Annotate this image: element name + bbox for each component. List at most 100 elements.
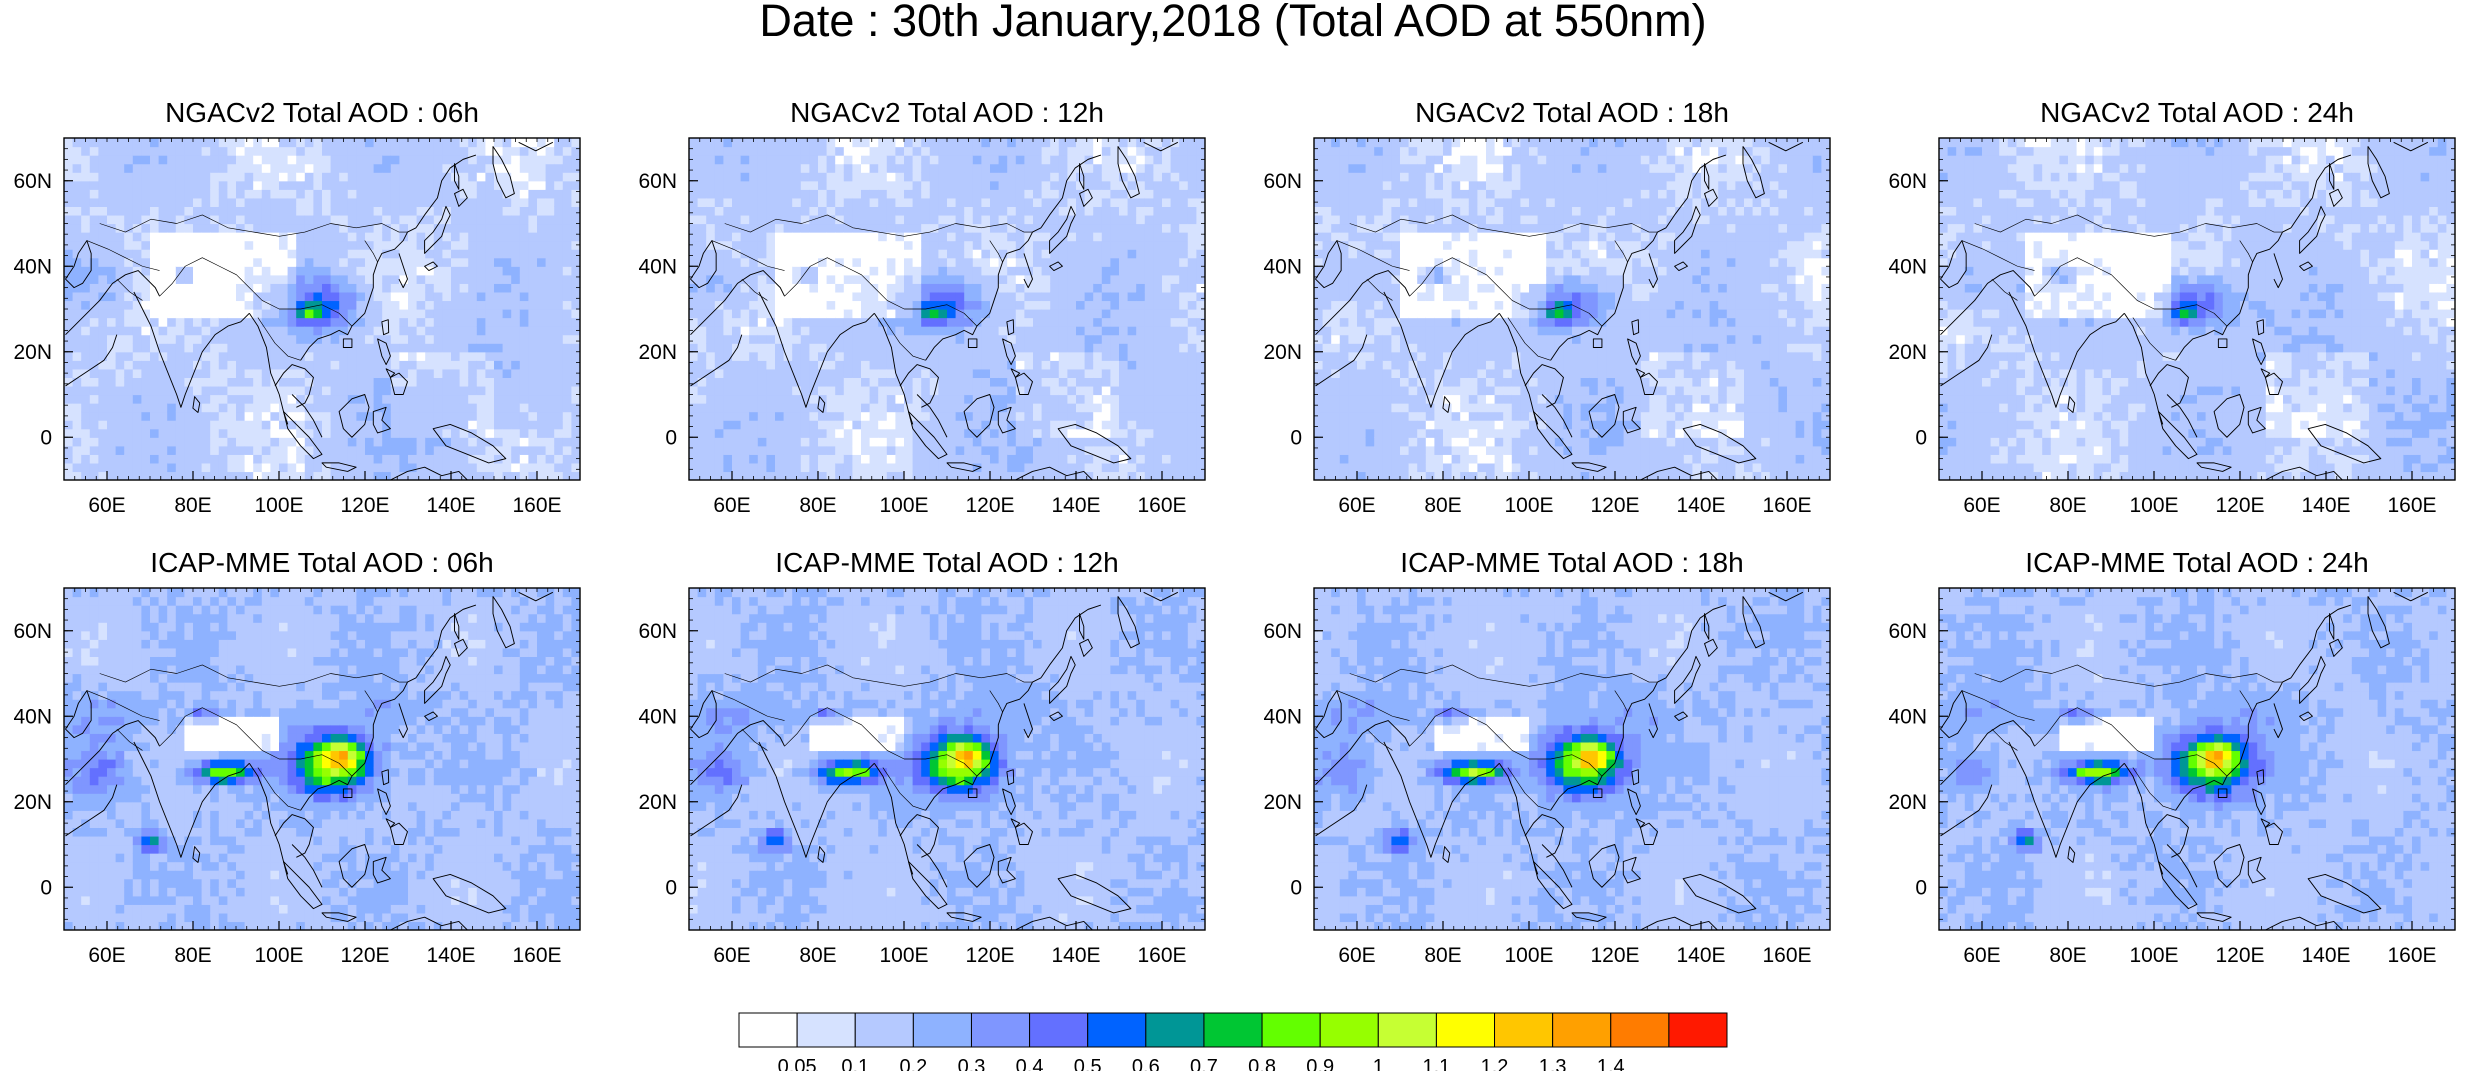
lon-tick-label: 100E [254,944,303,967]
lon-tick-label: 140E [2301,944,2350,967]
colorbar-swatch [1319,1012,1379,1048]
lon-tick-label: 160E [512,944,561,967]
lon-tick-label: 60E [1338,494,1375,517]
map-panel: NGACv2 Total AOD : 18h 60E 80E 100E 120E 140E… [1263,97,1831,517]
lat-tick-label: 40N [1263,255,1302,278]
lon-tick-label: 100E [2129,944,2178,967]
lon-tick-label: 140E [2301,494,2350,517]
lon-tick-label: 160E [1762,944,1811,967]
map-panel: ICAP-MME Total AOD : 12h 60E 80E 100E 120E 14… [638,547,1206,967]
lon-tick-label: 120E [340,494,389,517]
colorbar-label: 0.4 [1016,1056,1044,1071]
lat-tick-label: 20N [1888,341,1927,364]
aod-field [64,588,580,930]
colorbar-label: 1.1 [1423,1056,1451,1071]
colorbar: 0.05 0.1 0.2 0.3 0.4 0.5 0.6 0.7 0.8 0.9 1 1.1 1.2 1.… [738,1012,1728,1071]
lon-tick-label: 100E [1504,944,1553,967]
panel-title: NGACv2 Total AOD : 12h [790,97,1104,128]
lat-tick-label: 20N [13,341,52,364]
lon-tick-label: 160E [1137,494,1186,517]
lon-tick-label: 160E [512,494,561,517]
colorbar-label: 0.2 [899,1056,927,1071]
panels-layer: NGACv2 Total AOD : 06h 60E 80E 100E 120E 140E… [13,97,2456,967]
aod-field [64,138,580,480]
lat-tick-label: 20N [1263,791,1302,814]
lat-tick-label: 60N [638,170,677,193]
lat-tick-label: 20N [1263,341,1302,364]
colorbar-label: 0.1 [841,1056,869,1071]
lon-tick-label: 80E [1424,494,1461,517]
colorbar-swatch [1203,1012,1263,1048]
lon-tick-label: 60E [88,944,125,967]
lon-tick-label: 140E [426,944,475,967]
lat-tick-label: 0 [1290,426,1302,449]
colorbar-label: 1.3 [1539,1056,1567,1071]
lon-tick-label: 160E [1137,944,1186,967]
lon-tick-label: 120E [965,494,1014,517]
lat-tick-label: 40N [1888,255,1927,278]
colorbar-swatch [1610,1012,1670,1048]
lon-tick-label: 120E [965,944,1014,967]
lon-tick-label: 120E [340,944,389,967]
panel-title: ICAP-MME Total AOD : 24h [2025,547,2368,578]
lat-tick-label: 60N [13,170,52,193]
colorbar-swatch [854,1012,914,1048]
lon-tick-label: 140E [1676,494,1725,517]
aod-field [1939,588,2455,930]
map-panel: ICAP-MME Total AOD : 06h 60E 80E 100E 120E 14… [13,547,581,967]
lon-tick-label: 160E [1762,494,1811,517]
lat-tick-label: 0 [665,426,677,449]
colorbar-label: 0.8 [1248,1056,1276,1071]
lat-tick-label: 0 [1915,426,1927,449]
lon-tick-label: 160E [2387,494,2436,517]
lat-tick-label: 40N [13,255,52,278]
aod-field [1314,588,1830,930]
panel-title: ICAP-MME Total AOD : 06h [150,547,493,578]
lat-tick-label: 0 [665,876,677,899]
panel-title: NGACv2 Total AOD : 18h [1415,97,1729,128]
lon-tick-label: 60E [1963,944,2000,967]
aod-field [689,588,1205,930]
map-panel: ICAP-MME Total AOD : 24h 60E 80E 100E 120E 14… [1888,547,2456,967]
colorbar-label: 0.7 [1190,1056,1218,1071]
lat-tick-label: 0 [40,876,52,899]
lon-tick-label: 80E [174,494,211,517]
lon-tick-label: 140E [1051,944,1100,967]
colorbar-swatch [1029,1012,1089,1048]
lon-tick-label: 120E [1590,944,1639,967]
aod-field [1314,138,1830,480]
colorbar-label: 1.4 [1597,1056,1625,1071]
lat-tick-label: 40N [1888,705,1927,728]
map-panel: NGACv2 Total AOD : 06h 60E 80E 100E 120E 140E… [13,97,581,517]
colorbar-label: 1.2 [1481,1056,1509,1071]
lon-tick-label: 80E [799,944,836,967]
lat-tick-label: 20N [1888,791,1927,814]
colorbar-swatch [1435,1012,1496,1048]
lat-tick-label: 0 [1290,876,1302,899]
colorbar-swatch [1494,1012,1554,1048]
colorbar-swatch [1145,1012,1205,1048]
colorbar-swatch [1668,1012,1728,1048]
lon-tick-label: 80E [174,944,211,967]
colorbar-label: 1 [1373,1056,1384,1071]
colorbar-label: 0.5 [1074,1056,1102,1071]
lon-tick-label: 100E [879,494,928,517]
lon-tick-label: 120E [2215,944,2264,967]
lon-tick-label: 60E [1963,494,2000,517]
lat-tick-label: 60N [1263,170,1302,193]
map-panel: NGACv2 Total AOD : 12h 60E 80E 100E 120E 140E… [638,97,1206,517]
lat-tick-label: 60N [1888,620,1927,643]
lon-tick-label: 60E [713,494,750,517]
panel-title: ICAP-MME Total AOD : 18h [1400,547,1743,578]
lat-tick-label: 40N [638,255,677,278]
colorbar-label: 0.05 [778,1056,817,1071]
colorbar-swatch [970,1012,1031,1048]
lon-tick-label: 160E [2387,944,2436,967]
lon-tick-label: 60E [713,944,750,967]
lat-tick-label: 0 [40,426,52,449]
colorbar-swatch [796,1012,856,1048]
panel-title: NGACv2 Total AOD : 06h [165,97,479,128]
main-title: Date : 30th January,2018 (Total AOD at 5… [0,0,2466,43]
lon-tick-label: 140E [1051,494,1100,517]
